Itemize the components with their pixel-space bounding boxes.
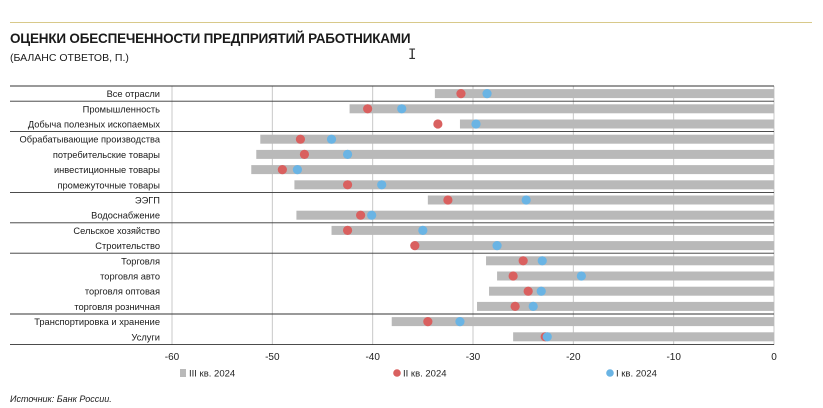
- x-tick-label: -50: [265, 352, 280, 363]
- category-label: торговля авто: [100, 272, 160, 282]
- bar-q3-2024: [414, 241, 774, 251]
- bar-q3-2024: [349, 104, 774, 114]
- dot-q1-2024: [537, 256, 547, 266]
- category-label: торговля розничная: [74, 302, 160, 312]
- bar-q3-2024: [477, 301, 774, 311]
- dot-q1-2024: [536, 286, 546, 296]
- category-label: Торговля: [121, 256, 160, 266]
- text-cursor-icon: I: [408, 47, 417, 63]
- dot-q2-2024: [363, 104, 373, 114]
- dot-q2-2024: [456, 89, 466, 99]
- category-label: Добыча полезных ископаемых: [28, 120, 161, 130]
- dot-q2-2024: [518, 256, 528, 266]
- x-tick-label: -60: [165, 352, 180, 363]
- category-label: потребительские товары: [53, 150, 160, 160]
- bar-q3-2024: [251, 165, 775, 175]
- dot-q1-2024: [492, 241, 502, 251]
- x-tick-label: -10: [666, 352, 681, 363]
- bar-q3-2024: [296, 210, 774, 220]
- dot-q1-2024: [377, 180, 387, 190]
- bar-q3-2024: [489, 286, 774, 296]
- bar-q3-2024: [260, 134, 774, 144]
- dot-q2-2024: [277, 165, 287, 175]
- legend-q1-label: I кв. 2024: [616, 369, 657, 380]
- x-tick-label: 0: [771, 352, 777, 363]
- source-note: Источник: Банк России.: [10, 394, 112, 404]
- dot-q2-2024: [342, 225, 353, 235]
- category-label: ЭЭГП: [135, 196, 160, 206]
- dot-q1-2024: [326, 134, 337, 144]
- dot-q1-2024: [367, 210, 377, 220]
- category-label: Услуги: [131, 332, 160, 342]
- category-label: Водоснабжение: [91, 211, 160, 221]
- bar-q3-2024: [427, 195, 774, 205]
- dot-q2-2024: [510, 301, 520, 311]
- dot-q1-2024: [471, 119, 481, 129]
- dot-q1-2024: [482, 89, 492, 99]
- x-tick-label: -40: [365, 352, 380, 363]
- legend-q3-swatch: [180, 369, 186, 377]
- bar-q3-2024: [256, 149, 774, 159]
- legend-q2-swatch: [393, 369, 401, 377]
- category-label: Все отрасли: [107, 89, 160, 99]
- bar-q3-2024: [391, 317, 774, 327]
- legend-q3-label: III кв. 2024: [189, 369, 235, 380]
- dot-q1-2024: [455, 317, 465, 327]
- dot-q1-2024: [418, 225, 428, 235]
- category-label: Обрабатывающие производства: [20, 135, 161, 145]
- dot-q2-2024: [299, 149, 310, 159]
- dot-q1-2024: [342, 149, 353, 159]
- category-label: Строительство: [95, 241, 160, 251]
- bar-q3-2024: [497, 271, 774, 281]
- x-tick-label: -30: [466, 352, 481, 363]
- top-divider: [10, 22, 812, 23]
- dot-q1-2024: [576, 271, 586, 281]
- bar-q3-2024: [459, 119, 774, 129]
- category-label: торговля оптовая: [85, 287, 160, 297]
- chart-title: ОЦЕНКИ ОБЕСПЕЧЕННОСТИ ПРЕДПРИЯТИЙ РАБОТН…: [10, 31, 411, 46]
- dot-q1-2024: [528, 301, 538, 311]
- dot-q2-2024: [508, 271, 518, 281]
- dot-q2-2024: [423, 317, 433, 327]
- dot-q2-2024: [410, 241, 420, 251]
- category-label: Транспортировка и хранение: [34, 317, 160, 327]
- bar-q3-2024: [513, 332, 774, 342]
- dot-q2-2024: [523, 286, 533, 296]
- category-label: Промышленность: [83, 104, 160, 114]
- category-label: Сельское хозяйство: [73, 226, 160, 236]
- dot-q1-2024: [542, 332, 552, 342]
- chart-subtitle: (БАЛАНС ОТВЕТОВ, П.): [10, 52, 129, 64]
- category-label: инвестиционные товары: [54, 165, 160, 175]
- legend-q2-label: II кв. 2024: [403, 369, 447, 380]
- dot-q2-2024: [356, 210, 366, 220]
- bar-q3-2024: [434, 89, 774, 99]
- dot-q2-2024: [443, 195, 453, 205]
- bar-q3-2024: [486, 256, 774, 266]
- dot-q1-2024: [521, 195, 531, 205]
- dot-q2-2024: [342, 180, 353, 190]
- bar-q3-2024: [331, 225, 774, 235]
- legend-q1-swatch: [606, 369, 614, 377]
- dot-q2-2024: [295, 134, 306, 144]
- category-label: промежуточные товары: [57, 180, 160, 190]
- dot-q2-2024: [433, 119, 443, 129]
- dot-q1-2024: [292, 165, 303, 175]
- x-tick-label: -20: [566, 352, 581, 363]
- bar-q3-2024: [294, 180, 774, 190]
- dot-q1-2024: [397, 104, 407, 114]
